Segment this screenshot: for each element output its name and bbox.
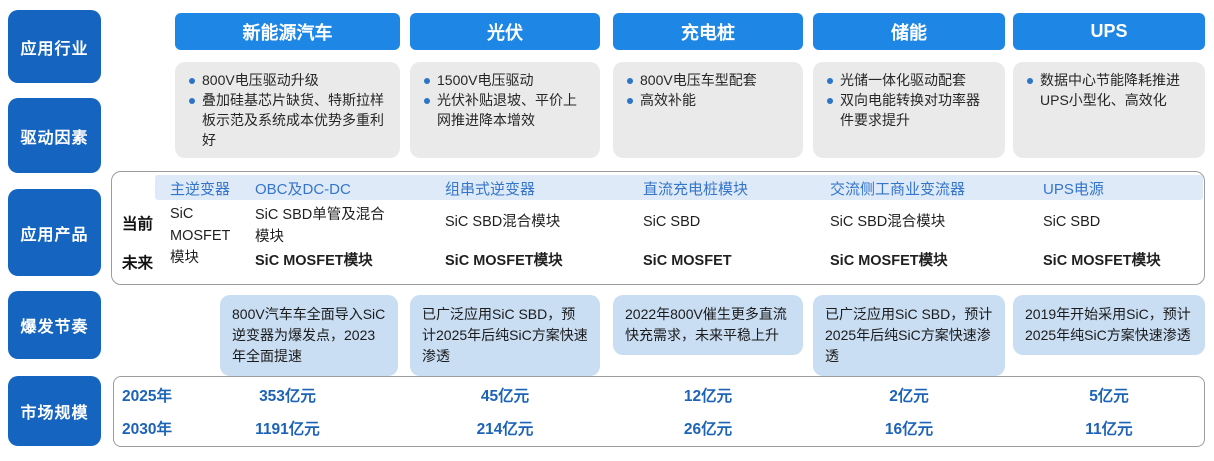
bullet-dot-icon [627, 78, 633, 84]
industry-header-pv: 光伏 [410, 13, 600, 50]
driver-box-charging-pile: 800V电压车型配套 高效补能 [613, 62, 803, 158]
product-current-dc-charging-module: SiC SBD [643, 214, 701, 230]
market-value-2030-charging-pile: 26亿元 [683, 421, 733, 438]
rhythm-box-pv: 已广泛应用SiC SBD，预计2025年后纯SiC方案快速渗透 [410, 295, 600, 376]
driver-bullet-text: 数据中心节能降耗推进UPS小型化、高效化 [1040, 72, 1180, 108]
rhythm-box-charging-pile: 2022年800V催生更多直流快充需求，未来平稳上升 [613, 295, 803, 355]
market-value-2025-charging-pile: 12亿元 [683, 388, 733, 405]
driver-bullet-text: 叠加硅基芯片缺货、特斯拉样板示范及系统成本优势多重利好 [202, 91, 384, 148]
market-year-2030: 2030年 [122, 421, 172, 438]
driver-bullet-text: 双向电能转换对功率器件要求提升 [840, 91, 980, 128]
product-future-string-inverter: SiC MOSFET模块 [445, 253, 563, 269]
market-value-2025-energy-storage: 2亿元 [889, 388, 929, 405]
driver-bullet-text: 1500V电压驱动 [437, 72, 534, 88]
bullet-dot-icon [424, 78, 430, 84]
product-current-ups-power: SiC SBD [1043, 214, 1101, 230]
market-size-panel [113, 376, 1205, 447]
market-year-2025: 2025年 [122, 388, 172, 405]
industry-header-ups: UPS [1013, 13, 1205, 50]
market-value-2025-ups: 5亿元 [1089, 388, 1129, 405]
bullet-dot-icon [827, 78, 833, 84]
market-value-2030-ups: 11亿元 [1085, 421, 1133, 438]
product-category-strip [155, 175, 1203, 200]
driver-bullet: 光储一体化驱动配套 [827, 71, 993, 91]
driver-box-energy-storage: 光储一体化驱动配套 双向电能转换对功率器件要求提升 [813, 62, 1005, 158]
product-category-string-inverter: 组串式逆变器 [445, 181, 536, 198]
rhythm-box-ups: 2019年开始采用SiC，预计2025年纯SiC方案快速渗透 [1013, 295, 1205, 355]
bullet-dot-icon [627, 97, 633, 104]
product-future-dc-charging-module: SiC MOSFET [643, 253, 732, 269]
market-value-2025-pv: 45亿元 [480, 388, 530, 405]
product-current-ac-converter: SiC SBD混合模块 [830, 214, 946, 230]
market-value-2025-nev: 353亿元 [259, 388, 316, 405]
driver-bullet: 叠加硅基芯片缺货、特斯拉样板示范及系统成本优势多重利好 [189, 91, 388, 151]
bullet-dot-icon [189, 78, 195, 84]
product-current-obc-dcdc: SiC SBD单管及混合模块 [255, 207, 385, 245]
driver-bullet: 800V电压驱动升级 [189, 71, 388, 91]
industry-header-nev: 新能源汽车 [175, 13, 400, 50]
driver-bullet: 1500V电压驱动 [424, 71, 588, 91]
driver-bullet: 光伏补贴退坡、平价上网推进降本增效 [424, 91, 588, 131]
industry-header-charging-pile: 充电桩 [613, 13, 803, 50]
product-category-obc-dcdc: OBC及DC-DC [255, 181, 351, 198]
product-future-obc-dcdc: SiC MOSFET模块 [255, 253, 373, 269]
bullet-dot-icon [1027, 78, 1033, 84]
rail-label-application-industry: 应用行业 [8, 10, 101, 83]
driver-bullet: 双向电能转换对功率器件要求提升 [827, 91, 993, 131]
product-category-main-inverter: 主逆变器 [170, 181, 231, 198]
bullet-dot-icon [827, 97, 833, 104]
driver-bullet-text: 光伏补贴退坡、平价上网推进降本增效 [437, 91, 577, 128]
product-category-dc-charging-module: 直流充电桩模块 [643, 181, 749, 198]
bullet-dot-icon [424, 97, 430, 104]
driver-bullet-text: 800V电压车型配套 [640, 72, 757, 88]
rhythm-box-nev: 800V汽车车全面导入SiC逆变器为爆发点，2023年全面提速 [220, 295, 398, 376]
rail-label-driving-factors: 驱动因素 [8, 98, 101, 173]
product-category-ac-converter: 交流侧工商业变流器 [830, 181, 966, 198]
rail-label-application-products: 应用产品 [8, 189, 101, 276]
product-future-ac-converter: SiC MOSFET模块 [830, 253, 948, 269]
market-value-2030-pv: 214亿元 [476, 421, 534, 438]
driver-box-nev: 800V电压驱动升级 叠加硅基芯片缺货、特斯拉样板示范及系统成本优势多重利好 [175, 62, 400, 158]
driver-bullet: 800V电压车型配套 [627, 71, 791, 91]
driver-bullet: 数据中心节能降耗推进UPS小型化、高效化 [1027, 71, 1193, 111]
product-current-string-inverter: SiC SBD混合模块 [445, 214, 561, 230]
product-future-ups-power: SiC MOSFET模块 [1043, 253, 1161, 269]
driver-bullet-text: 光储一体化驱动配套 [840, 72, 966, 88]
driver-box-pv: 1500V电压驱动 光伏补贴退坡、平价上网推进降本增效 [410, 62, 600, 158]
product-category-ups-power: UPS电源 [1043, 181, 1104, 198]
rail-label-explosion-rhythm: 爆发节奏 [8, 291, 101, 359]
industry-header-energy-storage: 储能 [813, 13, 1005, 50]
product-current-main-inverter: SiC MOSFET 模块 [170, 206, 231, 266]
market-value-2030-energy-storage: 16亿元 [884, 421, 934, 438]
driver-box-ups: 数据中心节能降耗推进UPS小型化、高效化 [1013, 62, 1205, 158]
bullet-dot-icon [189, 97, 195, 104]
driver-bullet: 高效补能 [627, 91, 791, 111]
rhythm-box-energy-storage: 已广泛应用SiC SBD，预计2025年后纯SiC方案快速渗透 [813, 295, 1005, 376]
driver-bullet-text: 800V电压驱动升级 [202, 72, 319, 88]
driver-bullet-text: 高效补能 [640, 91, 696, 108]
product-row-label-future: 未来 [122, 255, 154, 272]
market-value-2030-nev: 1191亿元 [255, 421, 320, 438]
rail-label-market-size: 市场规模 [8, 376, 101, 446]
product-row-label-current: 当前 [122, 216, 154, 233]
